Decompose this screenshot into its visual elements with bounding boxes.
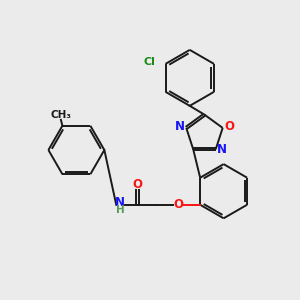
Text: O: O bbox=[133, 178, 143, 191]
Text: O: O bbox=[224, 120, 234, 133]
Text: Cl: Cl bbox=[143, 57, 155, 68]
Text: CH₃: CH₃ bbox=[50, 110, 71, 120]
Text: H: H bbox=[116, 205, 124, 215]
Text: N: N bbox=[217, 143, 227, 156]
Text: N: N bbox=[175, 120, 185, 133]
Text: N: N bbox=[115, 196, 125, 209]
Text: O: O bbox=[173, 198, 183, 211]
